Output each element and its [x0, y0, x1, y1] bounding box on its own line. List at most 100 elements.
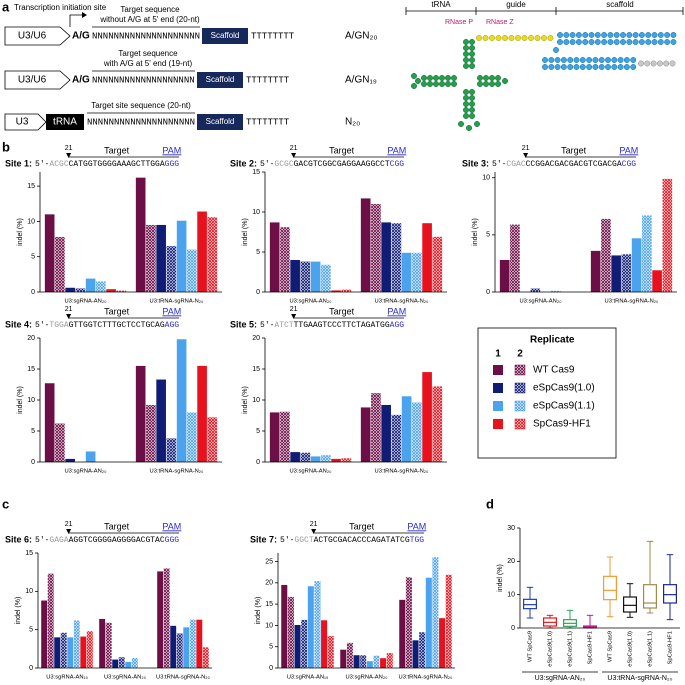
terminator: TTTTTTTT	[251, 31, 295, 41]
seq-pam: TGG	[410, 536, 425, 545]
x-tick-label: U3:tRNA-sgRNA-N₂₀	[375, 299, 430, 305]
rna-base	[502, 78, 508, 84]
y-axis-label: indel (%)	[255, 597, 262, 625]
rna-base	[433, 75, 439, 81]
rna-base	[638, 39, 645, 45]
bar	[360, 407, 371, 462]
region-label: tRNA	[431, 0, 451, 9]
rna-base	[463, 51, 469, 57]
bar	[419, 632, 426, 668]
y-tick-label: 10	[27, 218, 35, 225]
bar	[269, 412, 280, 462]
rna-base	[626, 32, 633, 38]
bar	[163, 568, 170, 668]
rna-base	[632, 32, 639, 38]
seq-pam: GGG	[165, 160, 180, 169]
seq-flank: GGCT	[294, 536, 313, 545]
rna-base	[605, 64, 611, 70]
cut-position: 21	[290, 306, 298, 313]
legend-swatch	[493, 419, 503, 429]
scaffold-label: Scaffold	[211, 31, 240, 40]
x-tick-label: U3:sgRNA-AN₂₀	[104, 675, 147, 681]
rna-base	[476, 35, 482, 41]
bar	[662, 178, 673, 292]
rna-base	[495, 81, 501, 87]
bar	[207, 217, 218, 292]
seq-prefix: 5'-	[35, 321, 49, 330]
panel-label: c	[2, 496, 9, 511]
bar	[85, 451, 96, 462]
rna-base	[463, 57, 469, 63]
bar	[321, 264, 331, 292]
rna-base	[586, 57, 593, 63]
site-label: Site 3:	[462, 158, 489, 168]
rna-base	[630, 64, 637, 70]
bar	[47, 573, 54, 668]
box	[662, 584, 677, 604]
rna-base	[482, 35, 489, 41]
rna-base	[463, 107, 469, 113]
panel-label: a	[2, 0, 10, 14]
seq-target: TTGAAGTCCCTTCTAGATGG	[294, 321, 390, 330]
bar	[86, 631, 93, 668]
bar	[301, 619, 308, 668]
rna-base	[663, 60, 670, 67]
rna-base	[638, 32, 645, 38]
bar	[422, 372, 432, 462]
bar	[281, 584, 288, 668]
rna-base	[508, 35, 515, 41]
rna-base	[439, 75, 445, 81]
rna-base	[466, 125, 472, 131]
bar	[631, 238, 642, 292]
bar	[269, 222, 280, 292]
rna-base	[656, 60, 663, 67]
rna-base	[469, 101, 475, 107]
y-tick-label: 20	[265, 580, 273, 587]
x-tick-label: eSpCas9(1.0)	[548, 631, 554, 667]
rna-base	[594, 39, 601, 45]
legend-replicate: 1	[495, 349, 501, 360]
bar	[432, 236, 443, 292]
seq-pam: AGG	[165, 321, 180, 330]
trna-box	[46, 114, 84, 130]
caption: Target sequence	[120, 5, 180, 14]
caption: Target site sequence (20-nt)	[91, 101, 191, 110]
box	[642, 584, 657, 609]
bar	[611, 255, 621, 292]
target-label: Target	[329, 306, 355, 316]
cut-position: 21	[65, 306, 73, 313]
y-tick-label: 20	[507, 558, 515, 565]
construct-name: A/GN₂₀	[345, 31, 377, 42]
bar	[207, 417, 218, 462]
y-axis-label: indel (%)	[17, 386, 24, 414]
site-label: Site 2:	[230, 158, 257, 168]
pam-label: PAM	[162, 521, 181, 531]
rna-base	[463, 113, 469, 119]
bar	[65, 287, 75, 292]
x-tick-label: U3:sgRNA-AN₁₉	[287, 675, 329, 681]
legend-label: eSpCas9(1.0)	[533, 383, 595, 394]
rna-base	[620, 39, 626, 45]
x-tick-label: U3:sgRNA-AN₂₀	[289, 469, 332, 475]
seq-flank: ATCT	[274, 321, 293, 330]
y-tick-label: 30	[507, 525, 515, 532]
promoter	[4, 70, 71, 90]
pam-label: PAM	[387, 306, 406, 316]
y-axis-label: indel (%)	[497, 564, 504, 592]
rna-base	[670, 32, 677, 38]
rna-base	[575, 32, 582, 38]
promoter-label: U3/U6	[18, 75, 47, 86]
target-label: Target	[104, 521, 130, 531]
rna-base	[567, 64, 574, 70]
x-tick-label: eSpCas9(1.0)	[628, 631, 634, 667]
bar	[391, 223, 402, 292]
rna-base	[651, 39, 658, 45]
rna-base	[657, 32, 664, 38]
bar	[307, 586, 314, 668]
target-label: Target	[104, 306, 130, 316]
x-tick-label: U3:sgRNA-AN₂₀	[64, 469, 107, 475]
bar	[202, 647, 209, 668]
cut-position: 21	[65, 521, 73, 528]
bar	[391, 414, 402, 462]
